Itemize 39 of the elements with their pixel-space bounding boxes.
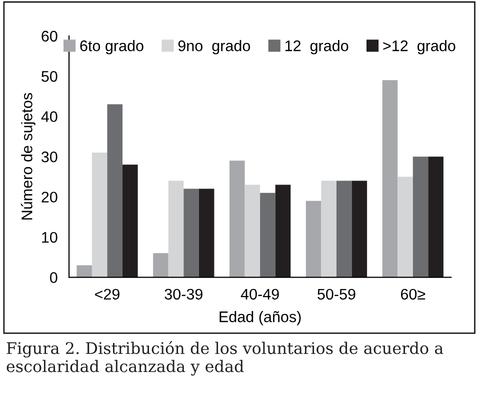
bar [428,156,444,278]
y-tick-label: 40 [41,111,58,122]
bar [184,188,199,278]
bar [352,180,368,278]
x-tick-label: 30-39 [164,288,202,300]
x-tick-label: 40-49 [240,288,279,300]
bar [122,164,138,278]
x-tick-label: 60≥ [400,288,426,300]
bar [229,160,245,278]
bar [107,104,123,278]
y-tick-label: 0 [50,272,58,283]
bar [168,180,184,278]
bar [321,180,336,278]
bar [198,188,214,278]
bar [244,184,260,278]
bar [336,180,352,278]
y-axis-title: Número de sujetos [20,93,36,220]
bar [92,152,108,278]
legend-label: >12 grado [383,40,456,54]
bar [382,80,398,278]
text: Figura 2. Distribución de los voluntarios de acuerdo a escolaridad alcanzada y edad [6,341,444,376]
x-axis-title: Edad (años) [220,310,301,326]
legend-label: 12 grado [285,40,348,54]
y-tick-label: 10 [42,232,58,243]
legend-label: 6to grado [80,40,144,54]
y-tick-label: 50 [42,71,58,82]
bar [412,156,428,278]
bar [76,265,92,278]
y-tick-label: 20 [42,192,58,203]
legend-label: 9no grado [178,40,250,54]
x-tick-label: 50-59 [318,288,356,300]
bar [398,176,413,278]
bar [306,200,322,278]
bar [260,192,276,278]
y-tick-label: 60 [42,30,58,42]
x-tick-label: <29 [95,288,120,300]
bar [153,253,168,278]
y-tick-label: 30 [42,151,58,162]
bar [275,184,291,278]
